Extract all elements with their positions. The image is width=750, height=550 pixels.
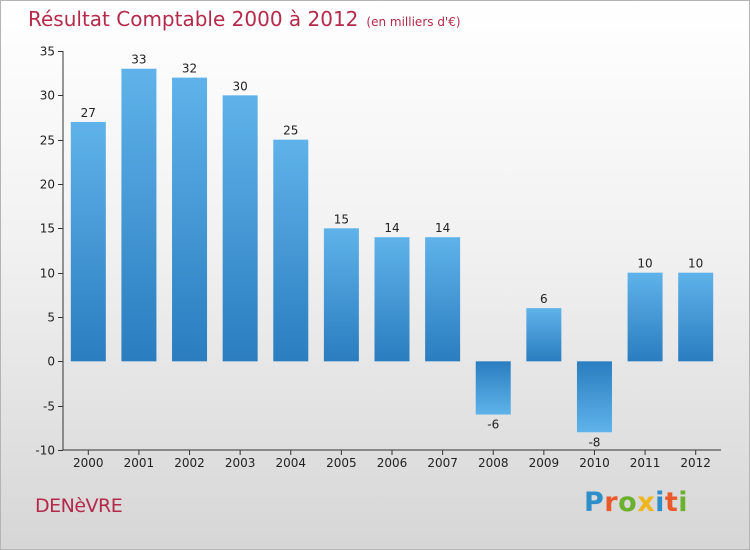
- data-label-2005: 15: [334, 212, 349, 226]
- logo-letter: x: [637, 487, 656, 518]
- x-tick-label: 2004: [275, 456, 306, 470]
- bar-2011: [627, 272, 663, 362]
- x-tick-label: 2010: [579, 456, 610, 470]
- x-tick-label: 2011: [630, 456, 661, 470]
- y-tick-label: 15: [40, 222, 55, 236]
- chart-subtitle: (en milliers d'€): [366, 15, 461, 29]
- data-label-2011: 10: [637, 257, 652, 271]
- bar-2001: [121, 68, 157, 362]
- bar-2006: [374, 237, 410, 362]
- chart-data-labels: 27 33 32 30 25 15 14 14 -6 6 -8 10 10: [81, 53, 704, 450]
- data-label-2008: -6: [487, 418, 499, 432]
- y-tick-label: 5: [47, 311, 55, 325]
- logo-letter: i: [655, 487, 665, 518]
- bar-2004: [273, 139, 309, 362]
- logo-letter: o: [618, 487, 638, 518]
- bar-2003: [222, 95, 258, 362]
- data-label-2012: 10: [688, 257, 703, 271]
- x-tick-label: 2002: [174, 456, 205, 470]
- data-label-2000: 27: [81, 106, 96, 120]
- y-tick-label: 35: [40, 45, 55, 59]
- bar-2010: [576, 361, 612, 433]
- data-label-2009: 6: [540, 292, 548, 306]
- bar-2012: [678, 272, 714, 362]
- data-label-2002: 32: [182, 62, 197, 76]
- x-tick-label: 2003: [225, 456, 256, 470]
- x-tick-label: 2005: [326, 456, 357, 470]
- y-tick-label: 30: [40, 89, 55, 103]
- data-label-2001: 33: [131, 53, 146, 67]
- chart-title-text: Résultat Comptable 2000 à 2012: [28, 7, 359, 31]
- data-label-2003: 30: [233, 79, 248, 93]
- x-tick-label: 2001: [124, 456, 155, 470]
- bar-2002: [172, 77, 208, 362]
- logo-letter: P: [584, 487, 605, 518]
- y-tick-label: -10: [35, 444, 55, 458]
- bar-2007: [425, 237, 461, 362]
- x-tick-label: 2012: [680, 456, 711, 470]
- y-tick-label: 0: [47, 355, 55, 369]
- logo-letter: i: [678, 487, 689, 518]
- logo-letter: r: [604, 487, 619, 518]
- bar-2005: [323, 228, 359, 362]
- y-tick-label: 25: [40, 134, 55, 148]
- x-tick-label: 2007: [427, 456, 458, 470]
- x-tick-label: 2000: [73, 456, 104, 470]
- y-tick-label: 10: [40, 267, 55, 281]
- x-tick-label: 2008: [478, 456, 509, 470]
- data-label-2006: 14: [384, 221, 399, 235]
- x-tick-label: 2006: [377, 456, 408, 470]
- town-name: DENèVRE: [35, 495, 123, 517]
- bar-2009: [526, 308, 562, 362]
- chart-bars: [70, 68, 714, 433]
- logo-letter: t: [664, 487, 679, 518]
- x-tick-label: 2009: [529, 456, 560, 470]
- y-tick-label: 20: [40, 178, 55, 192]
- data-label-2004: 25: [283, 124, 298, 138]
- chart-axes: -10 -5 0 5 10 15 20 25 30 35 2000 2001 2002 2003 2004 2…: [35, 45, 721, 470]
- bar-2000: [70, 121, 106, 362]
- y-tick-label: -5: [43, 400, 55, 414]
- bar-2008: [475, 361, 511, 415]
- data-label-2007: 14: [435, 221, 450, 235]
- data-label-2010: -8: [588, 435, 600, 449]
- chart-title: Résultat Comptable 2000 à 2012 (en millie…: [28, 7, 461, 31]
- proxiti-logo[interactable]: Proxiti: [584, 487, 688, 518]
